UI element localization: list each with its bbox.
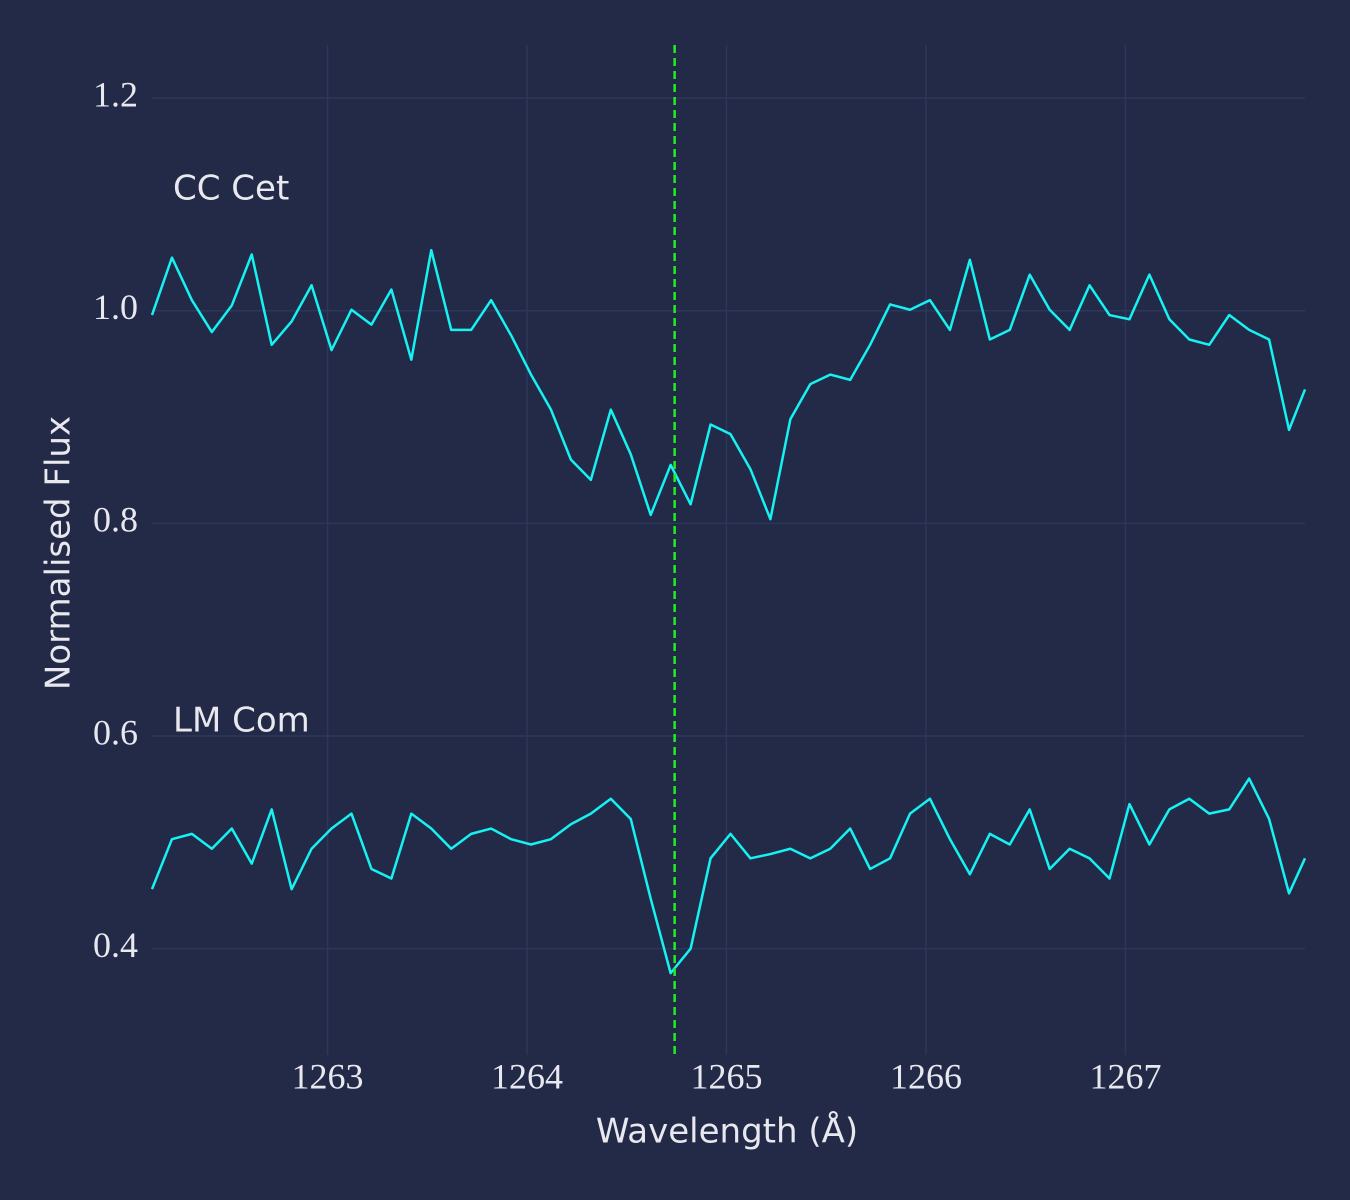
series-label: LM Com bbox=[173, 701, 310, 741]
x-axis-label: Wavelength (Å) bbox=[596, 1111, 858, 1152]
x-tick-label: 1266 bbox=[890, 1056, 962, 1096]
y-tick-label: 1.0 bbox=[93, 287, 138, 327]
x-tick-label: 1267 bbox=[1089, 1056, 1161, 1096]
y-tick-label: 0.4 bbox=[93, 925, 138, 965]
x-tick-label: 1263 bbox=[292, 1056, 364, 1096]
x-tick-label: 1264 bbox=[491, 1056, 563, 1096]
y-tick-label: 0.6 bbox=[93, 712, 138, 752]
x-tick-label: 1265 bbox=[691, 1056, 763, 1096]
series-label: CC Cet bbox=[173, 169, 289, 209]
y-tick-label: 0.8 bbox=[93, 500, 138, 540]
y-axis-label: Normalised Flux bbox=[39, 416, 79, 690]
spectrum-line bbox=[150, 777, 1307, 975]
spectrum-line bbox=[150, 248, 1307, 521]
y-tick-label: 1.2 bbox=[93, 74, 138, 114]
